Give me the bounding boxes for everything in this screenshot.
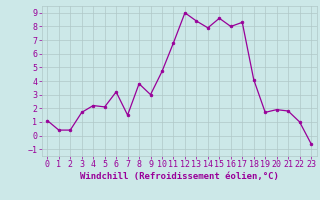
X-axis label: Windchill (Refroidissement éolien,°C): Windchill (Refroidissement éolien,°C) bbox=[80, 172, 279, 181]
